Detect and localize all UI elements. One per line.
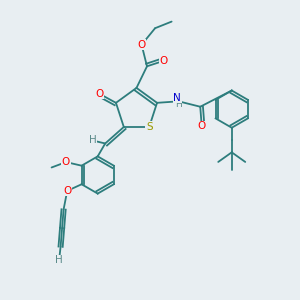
Text: O: O — [95, 89, 104, 99]
Text: N: N — [173, 93, 181, 103]
Text: O: O — [63, 186, 71, 196]
Text: O: O — [137, 40, 146, 50]
Text: H: H — [89, 136, 97, 146]
Text: S: S — [146, 122, 152, 132]
Text: H: H — [175, 100, 182, 109]
Text: O: O — [159, 56, 168, 66]
Text: O: O — [198, 121, 206, 131]
Text: H: H — [55, 255, 63, 265]
Text: O: O — [62, 157, 70, 167]
